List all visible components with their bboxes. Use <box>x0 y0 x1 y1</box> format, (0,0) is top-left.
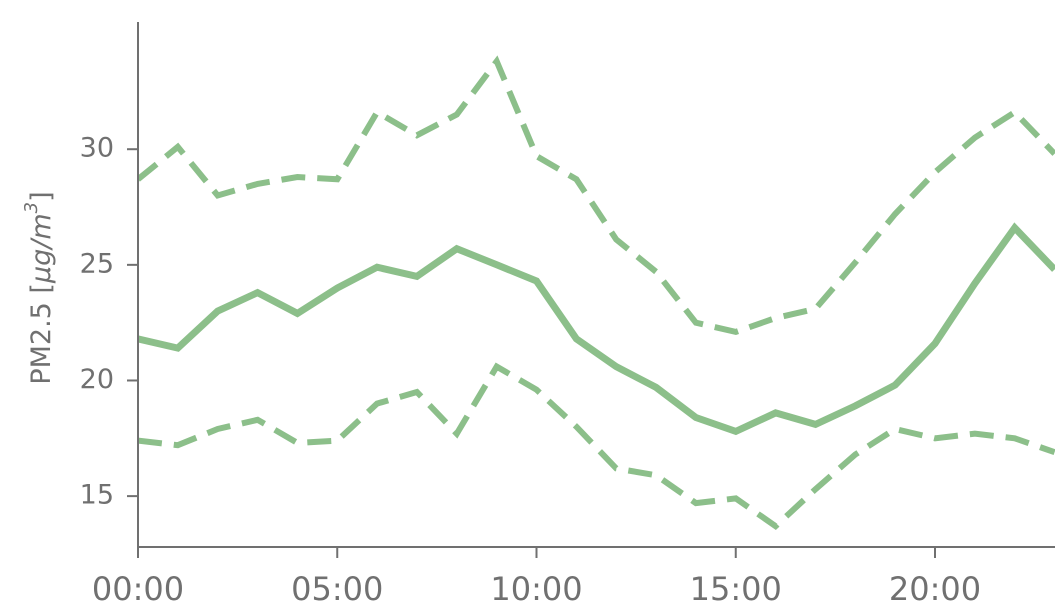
y-tick-label: 30 <box>80 133 114 164</box>
mean-line <box>138 222 1055 436</box>
upper-bound-line <box>138 55 1055 336</box>
y-tick-label: 25 <box>80 248 114 279</box>
series-layer <box>138 55 1055 531</box>
tick-layer: 15 20 25 30 00:00 05:00 10:00 15:00 20:00 <box>80 133 981 608</box>
x-tick-label: 20:00 <box>889 570 981 608</box>
y-axis-title: PM2.5 [μg/m3] <box>21 191 57 384</box>
y-tick-label: 20 <box>80 364 114 395</box>
y-axis-title-unit: μg/m <box>26 213 57 284</box>
lower-bound-line <box>138 362 1055 531</box>
y-axis-title-suffix: ] <box>26 191 57 202</box>
x-tick-label: 15:00 <box>690 570 782 608</box>
x-tick-label: 00:00 <box>92 570 184 608</box>
x-tick-label: 05:00 <box>291 570 383 608</box>
y-axis-title-superscript: 3 <box>21 202 42 213</box>
x-tick-label: 10:00 <box>490 570 582 608</box>
y-axis-title-prefix: PM2.5 [ <box>26 283 57 385</box>
y-tick-label: 15 <box>80 480 114 511</box>
